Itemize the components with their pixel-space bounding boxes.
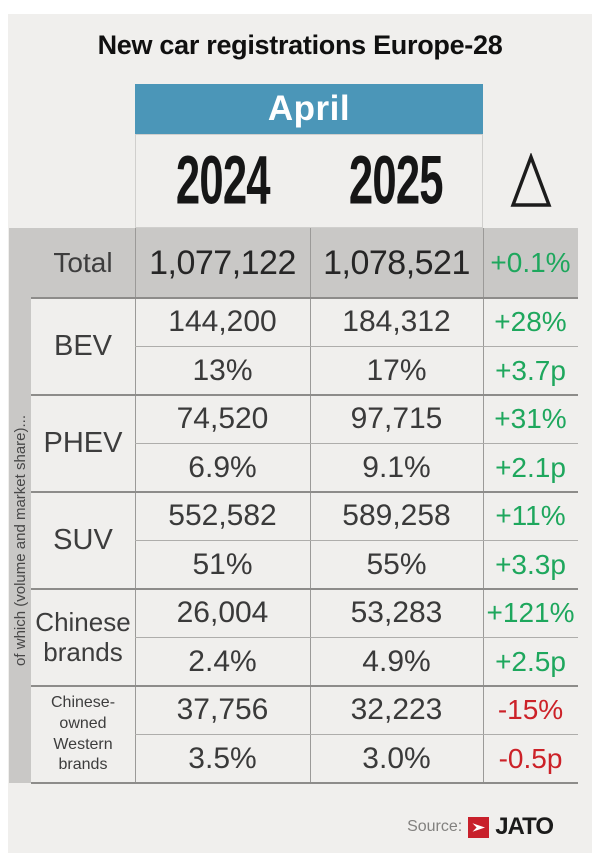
- period-header: April: [135, 84, 483, 134]
- sidebar-rotated-label: of which (volume and market share)...: [11, 415, 29, 666]
- cow-volume-2024: 37,756: [176, 693, 269, 726]
- delta-triangle-icon: [510, 153, 551, 207]
- cow-share-delta: -0.5p: [498, 743, 563, 774]
- table-group-suv: SUV 552,582 589,258 +11% 51% 55% +3.3p: [31, 492, 578, 589]
- column-header-2025: 2025: [310, 134, 483, 228]
- table-group-chinese-brands: Chinese brands 26,004 53,283 +121% 2.4% …: [31, 589, 578, 686]
- chinese-share-2025: 4.9%: [362, 645, 431, 678]
- period-label: April: [267, 89, 351, 128]
- cow-share-2024: 3.5%: [188, 742, 257, 775]
- row-label-suv: SUV: [53, 524, 113, 557]
- group-separator: [31, 588, 578, 590]
- total-delta-value: +0.1%: [490, 247, 571, 278]
- table-group-phev: PHEV 74,520 97,715 +31% 6.9% 9.1% +2.1p: [31, 395, 578, 492]
- subrow-divider: [135, 540, 578, 541]
- group-separator: [31, 685, 578, 687]
- subrow-divider: [135, 734, 578, 735]
- grid-vline-2: [310, 228, 311, 783]
- chinese-volume-2024: 26,004: [176, 596, 269, 629]
- row-label-bev: BEV: [53, 330, 113, 363]
- group-separator: [31, 297, 578, 299]
- bev-share-delta: +3.7p: [495, 355, 566, 386]
- bev-volume-2024: 144,200: [168, 305, 277, 338]
- suv-share-2024: 51%: [192, 548, 253, 581]
- row-label-chinese-owned-western: Chinese-owned Western brands: [50, 693, 116, 774]
- source-brand: JATO: [495, 813, 554, 840]
- suv-volume-2025: 589,258: [342, 499, 451, 532]
- row-label-phev: PHEV: [43, 427, 123, 460]
- suv-share-2025: 55%: [366, 548, 427, 581]
- source-label: Source:: [407, 818, 463, 835]
- table-group-bev: BEV 144,200 184,312 +28% 13% 17% +3.7p: [31, 298, 578, 395]
- phev-share-2024: 6.9%: [188, 451, 257, 484]
- phev-share-delta: +2.1p: [495, 452, 566, 483]
- row-label-total: Total: [53, 247, 113, 278]
- subrow-divider: [135, 443, 578, 444]
- grid-vline-1: [135, 228, 136, 783]
- suv-volume-2024: 552,582: [168, 499, 277, 532]
- page-title: New car registrations Europe-28: [97, 30, 503, 60]
- cow-share-2025: 3.0%: [362, 742, 431, 775]
- group-separator: [31, 394, 578, 396]
- table-group-chinese-owned-western: Chinese-owned Western brands 37,756 32,2…: [31, 686, 578, 783]
- phev-share-2025: 9.1%: [362, 451, 431, 484]
- phev-volume-2024: 74,520: [176, 402, 269, 435]
- bev-volume-2025: 184,312: [342, 305, 451, 338]
- bev-share-2025: 17%: [366, 354, 427, 387]
- column-header-delta: [483, 134, 578, 228]
- jato-logo-icon: [468, 816, 490, 838]
- cow-volume-delta: -15%: [497, 694, 564, 725]
- suv-share-delta: +3.3p: [495, 549, 566, 580]
- row-label-chinese-brands: Chinese brands: [35, 607, 131, 667]
- source-attribution: Source: JATO: [0, 813, 554, 840]
- total-2025-value: 1,078,521: [323, 243, 470, 282]
- total-2024-value: 1,077,122: [149, 243, 296, 282]
- suv-volume-delta: +11%: [495, 500, 566, 531]
- group-separator: [31, 491, 578, 493]
- sidebar-strip: [9, 228, 31, 783]
- bev-share-2024: 13%: [192, 354, 253, 387]
- subrow-divider: [135, 346, 578, 347]
- chinese-share-2024: 2.4%: [188, 645, 257, 678]
- table-bottom-line: [31, 782, 578, 784]
- year-2025-label: 2025: [349, 142, 444, 220]
- column-header-2024: 2024: [135, 134, 311, 228]
- phev-volume-delta: +31%: [494, 403, 567, 434]
- grid-vline-3: [483, 228, 484, 783]
- subrow-divider: [135, 637, 578, 638]
- chinese-volume-2025: 53,283: [350, 596, 443, 629]
- bev-volume-delta: +28%: [494, 306, 567, 337]
- chinese-share-delta: +2.5p: [495, 646, 566, 677]
- phev-volume-2025: 97,715: [350, 402, 443, 435]
- year-2024-label: 2024: [176, 142, 271, 220]
- chinese-volume-delta: +121%: [486, 597, 575, 628]
- cow-volume-2025: 32,223: [350, 693, 443, 726]
